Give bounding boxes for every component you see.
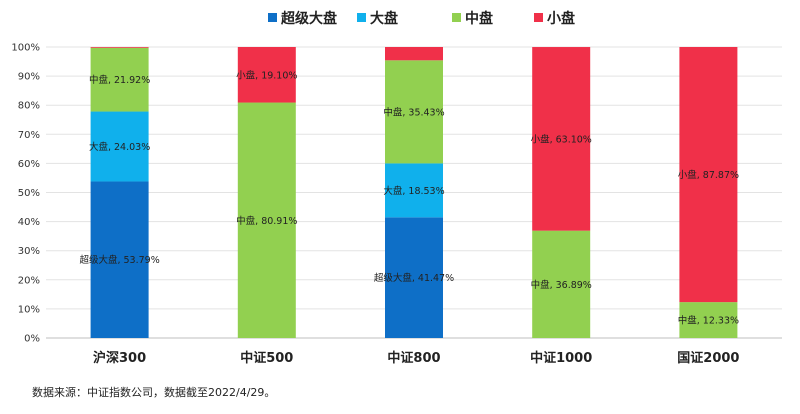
bar-segment — [385, 47, 443, 61]
data-label: 超级大盘, 41.47% — [374, 272, 454, 284]
legend-swatch — [452, 13, 461, 22]
x-axis-categories: 沪深300 中证500 中证800 中证1000 国证2000 — [93, 350, 739, 366]
bars — [90, 47, 738, 338]
y-tick-label: 0% — [24, 334, 40, 345]
x-category-label: 沪深300 — [93, 350, 146, 366]
y-tick-label: 20% — [18, 275, 40, 286]
data-label: 中盘, 36.89% — [531, 279, 592, 291]
x-category-label: 中证500 — [240, 350, 293, 366]
legend-swatch — [357, 13, 366, 22]
x-category-label: 中证1000 — [530, 350, 592, 366]
legend: 超级大盘 大盘 中盘 小盘 — [268, 10, 575, 27]
y-tick-label: 80% — [18, 101, 40, 112]
bar-segment — [237, 102, 296, 338]
y-tick-label: 40% — [18, 217, 40, 228]
data-label: 大盘, 18.53% — [383, 185, 444, 197]
data-label: 中盘, 35.43% — [383, 106, 444, 118]
legend-label: 大盘 — [370, 10, 398, 27]
legend-swatch — [268, 13, 277, 22]
bar-segment — [679, 302, 738, 338]
bar-segment — [90, 47, 149, 48]
y-tick-label: 90% — [18, 72, 40, 83]
data-label: 中盘, 21.92% — [89, 74, 150, 86]
data-labels: 超级大盘, 53.79% 大盘, 24.03% 中盘, 21.92% 中盘, 80.9… — [79, 69, 739, 326]
y-tick-label: 30% — [18, 246, 40, 257]
bar-segment — [532, 47, 591, 231]
x-category-label: 中证800 — [387, 350, 440, 366]
legend-label: 超级大盘 — [280, 10, 337, 27]
bar-segment — [385, 217, 443, 338]
legend-label: 小盘 — [547, 10, 575, 27]
bar-segment — [679, 47, 738, 303]
y-tick-label: 60% — [18, 159, 40, 170]
data-label: 小盘, 87.87% — [678, 169, 739, 181]
data-label: 大盘, 24.03% — [89, 141, 150, 153]
legend-label: 中盘 — [465, 10, 493, 27]
data-label: 超级大盘, 53.79% — [79, 254, 159, 266]
data-label: 小盘, 63.10% — [531, 133, 592, 145]
legend-swatch — [534, 13, 543, 22]
x-category-label: 国证2000 — [677, 351, 739, 366]
data-label: 小盘, 19.10% — [236, 69, 297, 81]
bar-segment — [237, 47, 296, 103]
y-tick-label: 70% — [18, 130, 40, 141]
y-axis-ticks: 0% 10% 20% 30% 40% 50% 60% 70% 80% 90% 100% — [11, 43, 40, 345]
source-note: 数据来源：中证指数公司，数据截至2022/4/29。 — [32, 386, 276, 399]
bar-segment — [385, 163, 443, 218]
bar-segment — [90, 111, 149, 182]
y-tick-label: 50% — [18, 188, 40, 199]
bar-segment — [385, 60, 443, 164]
bar-segment — [532, 230, 591, 338]
bar-segment — [90, 181, 149, 338]
bar-segment — [90, 47, 149, 112]
data-label: 中盘, 80.91% — [236, 215, 297, 227]
y-tick-label: 100% — [11, 43, 40, 54]
y-tick-label: 10% — [18, 304, 40, 315]
data-label: 中盘, 12.33% — [678, 315, 739, 327]
